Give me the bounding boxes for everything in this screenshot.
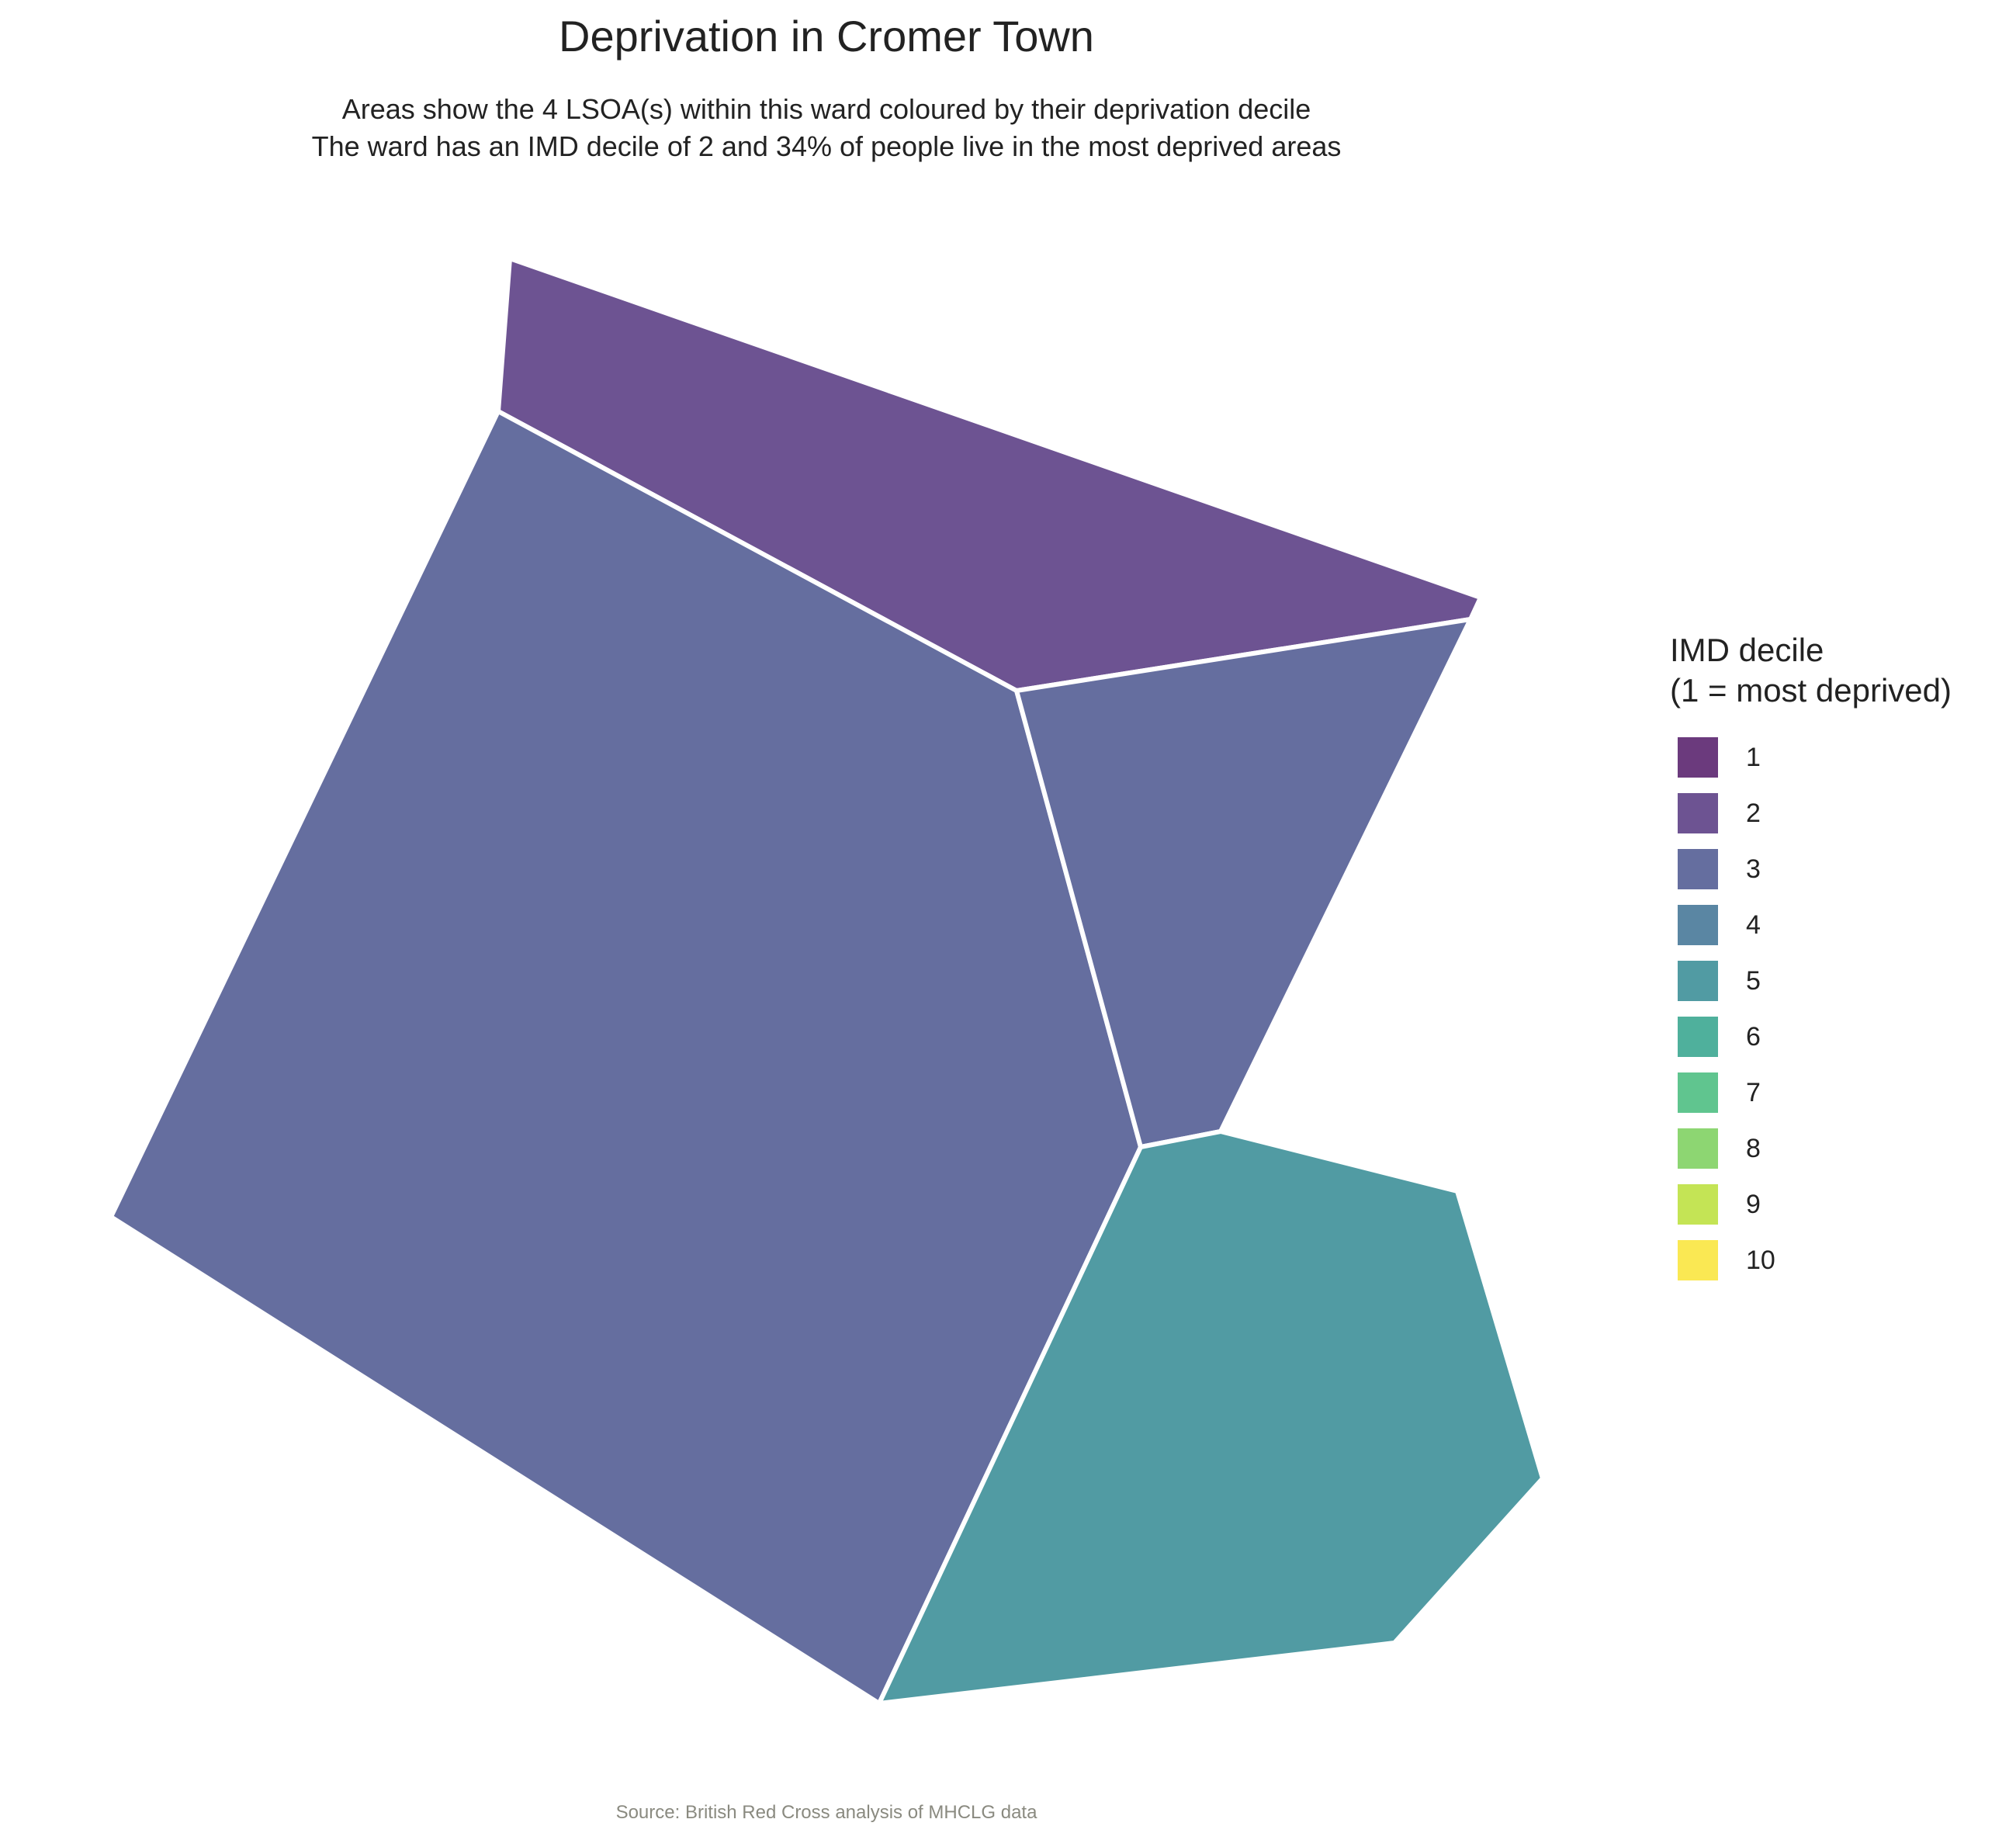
legend-item-10: 10 xyxy=(1670,1232,1952,1288)
lsoa-south-area[interactable] xyxy=(877,1129,1545,1706)
legend-swatch-1 xyxy=(1678,737,1718,778)
legend-label-3: 3 xyxy=(1746,854,1761,884)
chart-subtitle-line2: The ward has an IMD decile of 2 and 34% … xyxy=(311,130,1342,162)
legend-label-7: 7 xyxy=(1746,1077,1761,1107)
legend-swatch-9 xyxy=(1678,1184,1718,1225)
legend-swatch-2 xyxy=(1678,793,1718,833)
legend-label-8: 8 xyxy=(1746,1133,1761,1163)
legend-item-1: 1 xyxy=(1670,729,1952,785)
legend-swatch-4 xyxy=(1678,905,1718,945)
legend-item-8: 8 xyxy=(1670,1121,1952,1176)
legend-item-7: 7 xyxy=(1670,1065,1952,1121)
legend-label-5: 5 xyxy=(1746,965,1761,996)
legend-label-4: 4 xyxy=(1746,910,1761,940)
source-caption: Source: British Red Cross analysis of MH… xyxy=(615,1802,1037,1823)
legend-label-9: 9 xyxy=(1746,1189,1761,1219)
legend-item-6: 6 xyxy=(1670,1009,1952,1065)
legend-items: 1 2 3 4 5 6 7 8 xyxy=(1670,729,1952,1288)
legend-label-6: 6 xyxy=(1746,1021,1761,1052)
legend-label-2: 2 xyxy=(1746,798,1761,828)
legend-label-10: 10 xyxy=(1746,1245,1775,1275)
legend-swatch-10 xyxy=(1678,1240,1718,1280)
legend-item-2: 2 xyxy=(1670,785,1952,841)
legend-swatch-5 xyxy=(1678,961,1718,1001)
legend: IMD decile (1 = most deprived) 1 2 3 4 5… xyxy=(1670,630,1952,1288)
chart-title: Deprivation in Cromer Town xyxy=(559,12,1094,61)
legend-title: IMD decile (1 = most deprived) xyxy=(1670,630,1952,711)
legend-swatch-7 xyxy=(1678,1072,1718,1113)
legend-item-9: 9 xyxy=(1670,1176,1952,1232)
legend-title-line1: IMD decile xyxy=(1670,632,1824,668)
legend-item-4: 4 xyxy=(1670,897,1952,953)
legend-item-5: 5 xyxy=(1670,953,1952,1009)
legend-item-3: 3 xyxy=(1670,841,1952,897)
legend-label-1: 1 xyxy=(1746,742,1761,772)
legend-swatch-3 xyxy=(1678,849,1718,889)
legend-swatch-8 xyxy=(1678,1128,1718,1169)
legend-title-line2: (1 = most deprived) xyxy=(1670,672,1952,709)
chart-subtitle-line1: Areas show the 4 LSOA(s) within this war… xyxy=(341,93,1311,125)
legend-swatch-6 xyxy=(1678,1017,1718,1057)
